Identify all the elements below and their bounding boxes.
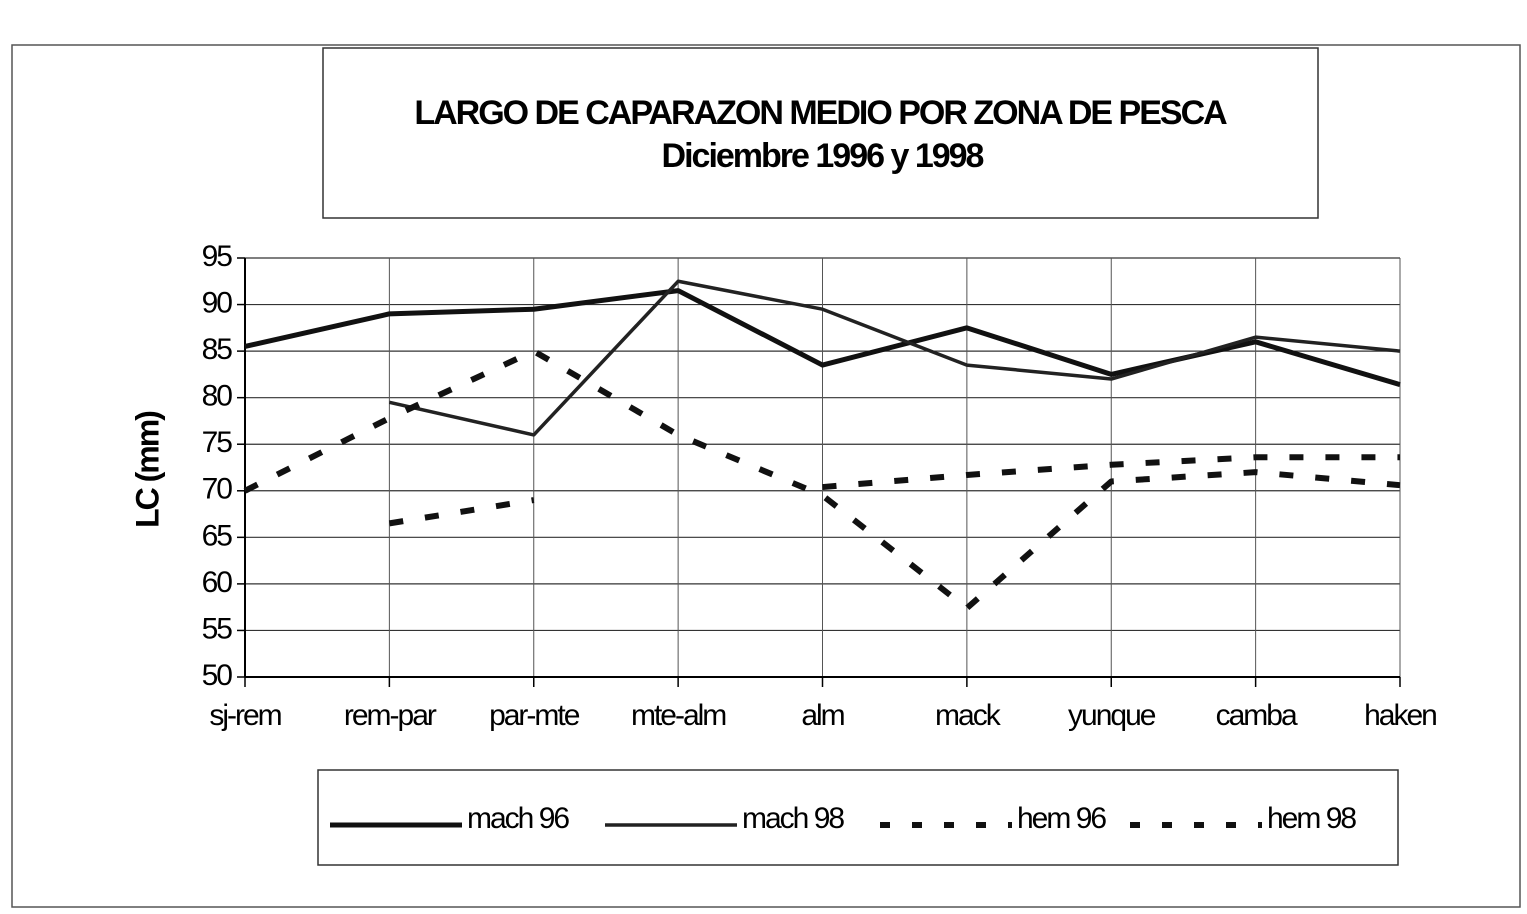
y-tick-label: 50 [202, 659, 233, 692]
x-tick-label: rem-par [344, 699, 437, 732]
x-tick-label: par-mte [489, 699, 580, 732]
y-axis-label: LC (mm) [129, 411, 165, 528]
legend-label: mach 96 [467, 802, 569, 835]
x-tick-label: sj-rem [209, 699, 281, 732]
y-tick-label: 60 [202, 566, 233, 599]
legend-box [317, 769, 1399, 866]
y-tick-label: 75 [202, 426, 233, 459]
title-box [322, 47, 1319, 219]
x-tick-label: mte-alm [631, 699, 726, 732]
y-tick-label: 90 [202, 286, 233, 319]
x-tick-label: yunque [1068, 699, 1156, 732]
chart-title: LARGO DE CAPARAZON MEDIO POR ZONA DE PES… [414, 94, 1227, 132]
series-line [388, 279, 1401, 437]
legend-label: hem 98 [1267, 802, 1356, 835]
y-tick-label: 85 [202, 333, 233, 366]
page-frame [11, 44, 1521, 908]
y-tick-label: 80 [202, 380, 233, 413]
series-line [388, 454, 1400, 527]
chart-subtitle: Diciembre 1996 y 1998 [662, 137, 984, 175]
x-tick-label: camba [1216, 699, 1298, 732]
y-tick-label: 65 [202, 519, 233, 552]
legend-label: hem 96 [1017, 802, 1106, 835]
x-tick-label: mack [935, 699, 1002, 732]
x-tick-label: alm [801, 699, 844, 732]
x-tick-label: haken [1364, 699, 1436, 732]
y-tick-label: 55 [202, 612, 233, 645]
y-tick-label: 70 [202, 473, 233, 506]
y-tick-label: 95 [202, 240, 233, 273]
legend-label: mach 98 [742, 802, 844, 835]
